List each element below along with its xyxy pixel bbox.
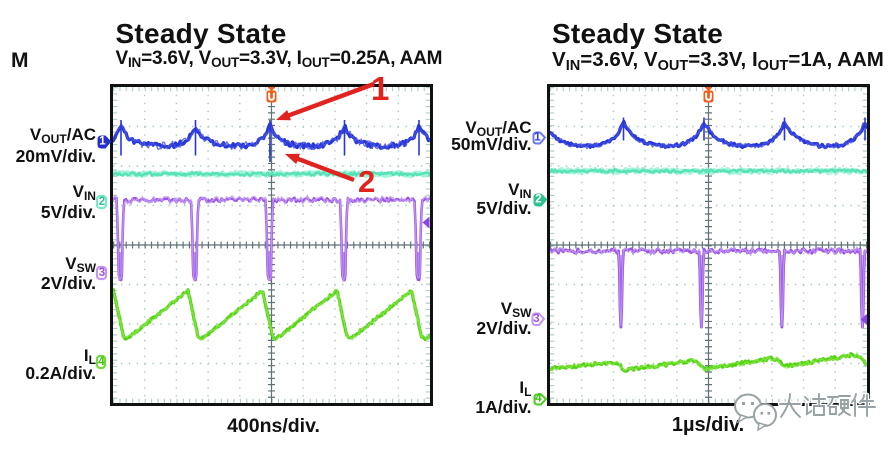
svg-text:2: 2 xyxy=(535,194,541,206)
svg-text:3: 3 xyxy=(99,267,105,279)
svg-text:4: 4 xyxy=(98,356,105,368)
svg-text:3: 3 xyxy=(533,313,539,325)
svg-text:2: 2 xyxy=(358,164,375,199)
svg-text:1: 1 xyxy=(99,136,106,148)
svg-text:4: 4 xyxy=(535,393,542,405)
svg-text:1: 1 xyxy=(371,70,389,107)
svg-text:1: 1 xyxy=(534,132,541,144)
svg-text:2: 2 xyxy=(99,196,105,208)
